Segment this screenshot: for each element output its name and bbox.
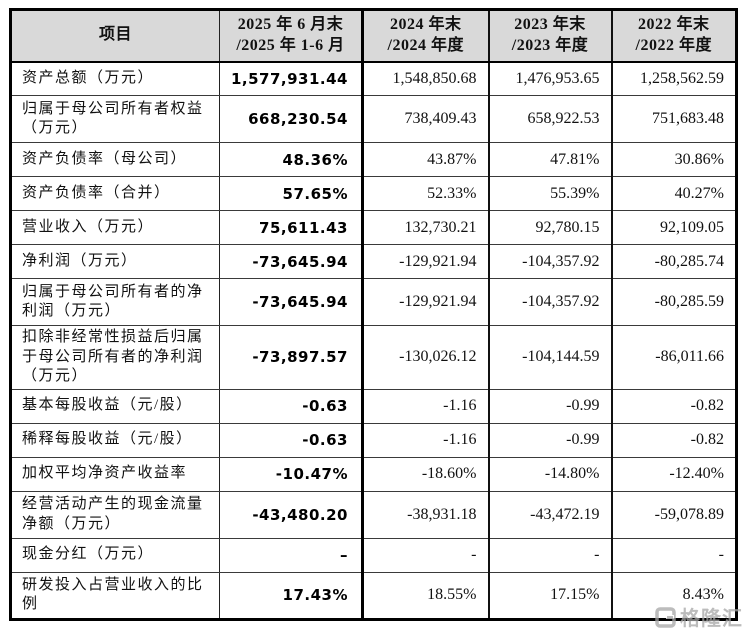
cell-2024: 738,409.43 xyxy=(362,95,490,143)
cell-2022: 8.43% xyxy=(682,586,724,603)
row-label: 基本每股收益（元/股） xyxy=(10,389,220,424)
table-row: 现金分红（万元） – - - - xyxy=(10,538,737,573)
cell-2023: 55.39% xyxy=(488,176,613,211)
cell-2022: 92,109.05 xyxy=(611,210,737,245)
cell-2024: -38,931.18 xyxy=(362,491,490,539)
table-row: 扣除非经常性损益后归属于母公司所有者的净利润（万元） -73,897.57 -1… xyxy=(10,325,737,390)
financial-summary-table: 项目 2025 年 6 月末/2025 年 1-6 月 2024 年末/2024… xyxy=(9,8,738,621)
table-row: 归属于母公司所有者的净利润（万元） -73,645.94 -129,921.94… xyxy=(10,278,737,326)
header-2024: 2024 年末/2024 年度 xyxy=(362,9,490,63)
cell-2022: -12.40% xyxy=(611,457,737,492)
cell-2025: -73,645.94 xyxy=(219,278,364,326)
cell-2022: 40.27% xyxy=(611,176,737,211)
table-row: 经营活动产生的现金流量净额（万元） -43,480.20 -38,931.18 … xyxy=(10,491,737,539)
cell-2022: -80,285.59 xyxy=(611,278,737,326)
row-label: 归属于母公司所有者的净利润（万元） xyxy=(10,278,220,326)
cell-2025: -73,645.94 xyxy=(219,244,364,279)
cell-2024: 132,730.21 xyxy=(362,210,490,245)
cell-2025: -0.63 xyxy=(219,423,364,458)
cell-2024: 1,548,850.68 xyxy=(362,61,490,96)
cell-2024: -1.16 xyxy=(362,423,490,458)
cell-2024: 18.55% xyxy=(362,572,490,619)
cell-2023: -0.99 xyxy=(488,423,613,458)
cell-2025: -43,480.20 xyxy=(219,491,364,539)
row-label: 加权平均净资产收益率 xyxy=(10,457,220,492)
cell-2022: 1,258,562.59 xyxy=(611,61,737,96)
cell-2023: -0.99 xyxy=(488,389,613,424)
row-label: 扣除非经常性损益后归属于母公司所有者的净利润（万元） xyxy=(10,325,220,390)
header-2025: 2025 年 6 月末/2025 年 1-6 月 xyxy=(219,9,364,63)
cell-2023: -43,472.19 xyxy=(488,491,613,539)
header-item: 项目 xyxy=(10,9,220,63)
cell-2025: – xyxy=(219,538,364,573)
row-label: 现金分红（万元） xyxy=(10,538,220,573)
cell-2023: 658,922.53 xyxy=(488,95,613,143)
table-row: 研发投入占营业收入的比例 17.43% 18.55% 17.15% 8.43% xyxy=(10,572,737,619)
cell-2025: 17.43% xyxy=(219,572,364,619)
row-label: 资产负债率（合并） xyxy=(10,176,220,211)
table-row: 加权平均净资产收益率 -10.47% -18.60% -14.80% -12.4… xyxy=(10,457,737,492)
header-2023: 2023 年末/2023 年度 xyxy=(488,9,613,63)
cell-2022: -0.82 xyxy=(611,423,737,458)
cell-2025: 668,230.54 xyxy=(219,95,364,143)
cell-2023: 92,780.15 xyxy=(488,210,613,245)
cell-2023: 47.81% xyxy=(488,142,613,177)
cell-2023: -104,144.59 xyxy=(488,325,613,390)
cell-2024: 52.33% xyxy=(362,176,490,211)
cell-2024: 43.87% xyxy=(362,142,490,177)
table-row: 基本每股收益（元/股） -0.63 -1.16 -0.99 -0.82 xyxy=(10,389,737,424)
table-row: 净利润（万元） -73,645.94 -129,921.94 -104,357.… xyxy=(10,244,737,279)
cell-2023: 17.15% xyxy=(488,572,613,619)
row-label: 稀释每股收益（元/股） xyxy=(10,423,220,458)
table-row: 归属于母公司所有者权益（万元） 668,230.54 738,409.43 65… xyxy=(10,95,737,143)
table-row: 资产负债率（合并） 57.65% 52.33% 55.39% 40.27% xyxy=(10,176,737,211)
cell-2023: 1,476,953.65 xyxy=(488,61,613,96)
row-label: 归属于母公司所有者权益（万元） xyxy=(10,95,220,143)
cell-2025: 75,611.43 xyxy=(219,210,364,245)
cell-2022: -59,078.89 xyxy=(611,491,737,539)
cell-2024: -129,921.94 xyxy=(362,278,490,326)
table-row: 资产负债率（母公司） 48.36% 43.87% 47.81% 30.86% xyxy=(10,142,737,177)
row-label: 经营活动产生的现金流量净额（万元） xyxy=(10,491,220,539)
cell-2024: -130,026.12 xyxy=(362,325,490,390)
cell-2024: - xyxy=(362,538,490,573)
row-label: 研发投入占营业收入的比例 xyxy=(10,572,220,619)
cell-2022: -86,011.66 xyxy=(611,325,737,390)
table-row: 稀释每股收益（元/股） -0.63 -1.16 -0.99 -0.82 xyxy=(10,423,737,458)
cell-2023: -104,357.92 xyxy=(488,244,613,279)
table-row: 资产总额（万元） 1,577,931.44 1,548,850.68 1,476… xyxy=(10,61,737,96)
cell-2025: 48.36% xyxy=(219,142,364,177)
cell-2025: 1,577,931.44 xyxy=(219,61,364,96)
header-2022: 2022 年末/2022 年度 xyxy=(611,9,737,63)
cell-2024: -129,921.94 xyxy=(362,244,490,279)
row-label: 净利润（万元） xyxy=(10,244,220,279)
cell-2022: - xyxy=(611,538,737,573)
cell-2025: -73,897.57 xyxy=(219,325,364,390)
cell-2022: 751,683.48 xyxy=(611,95,737,143)
cell-2022: 30.86% xyxy=(611,142,737,177)
cell-2023: -14.80% xyxy=(488,457,613,492)
row-label: 资产总额（万元） xyxy=(10,61,220,96)
row-label: 资产负债率（母公司） xyxy=(10,142,220,177)
cell-2025: 57.65% xyxy=(219,176,364,211)
cell-2024: -18.60% xyxy=(362,457,490,492)
table-row: 营业收入（万元） 75,611.43 132,730.21 92,780.15 … xyxy=(10,210,737,245)
cell-2022: -0.82 xyxy=(611,389,737,424)
row-label: 营业收入（万元） xyxy=(10,210,220,245)
cell-2025: -0.63 xyxy=(219,389,364,424)
header-row: 项目 2025 年 6 月末/2025 年 1-6 月 2024 年末/2024… xyxy=(10,9,737,63)
cell-2022: -80,285.74 xyxy=(611,244,737,279)
cell-2023: - xyxy=(488,538,613,573)
cell-2023: -104,357.92 xyxy=(488,278,613,326)
cell-2025: -10.47% xyxy=(219,457,364,492)
cell-2024: -1.16 xyxy=(362,389,490,424)
